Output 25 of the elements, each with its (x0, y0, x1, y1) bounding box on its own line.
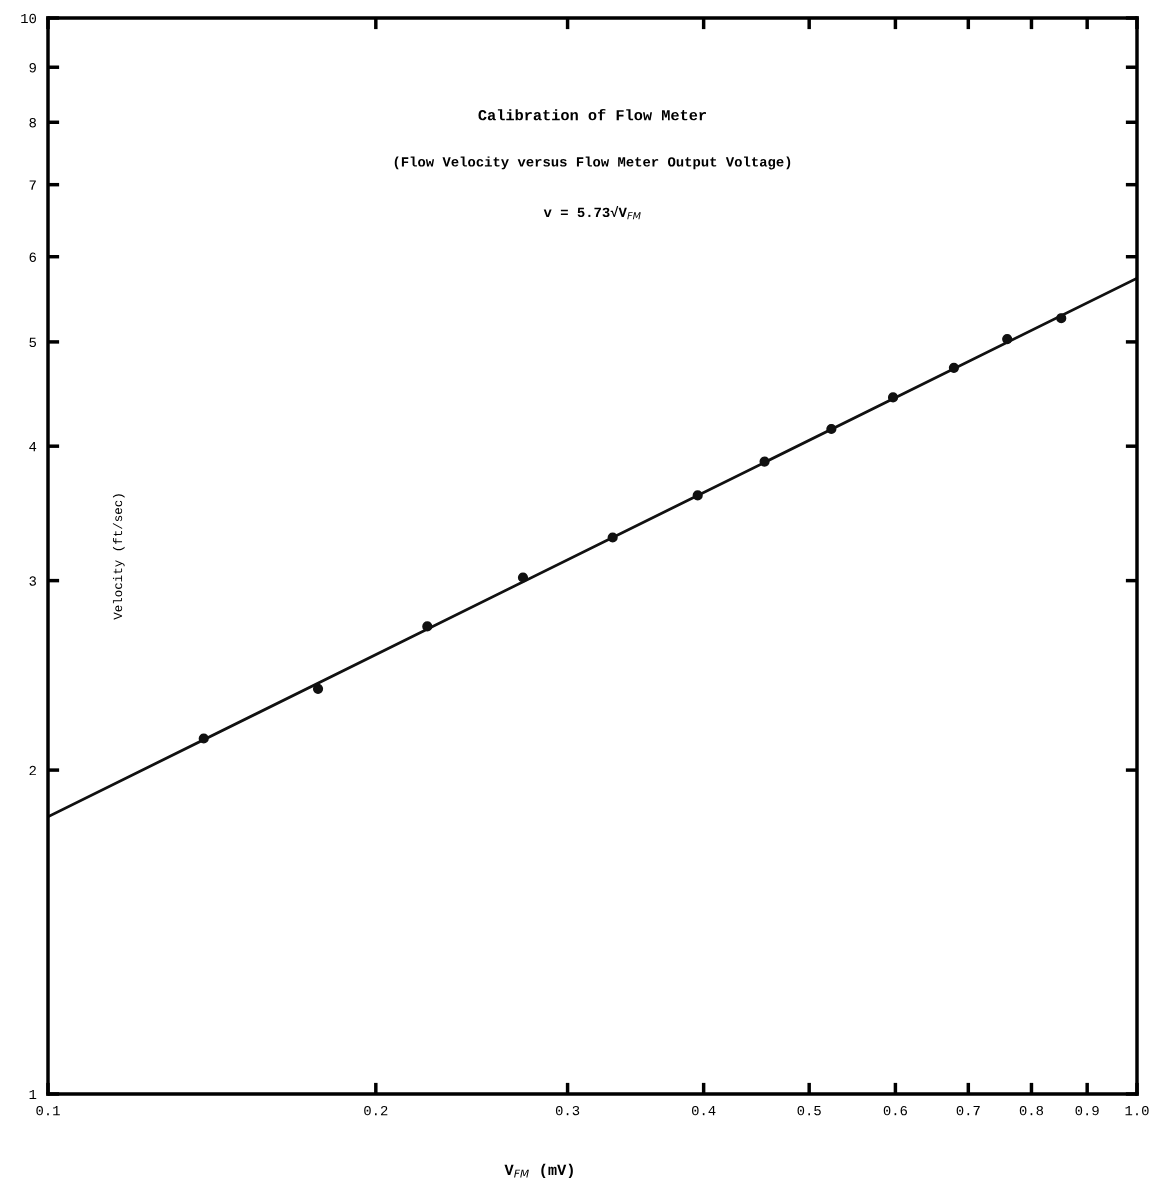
y-tick-label: 3 (29, 576, 37, 586)
text: Calibration of Flow Meter (478, 108, 706, 121)
y-tick-label: 7 (29, 180, 36, 190)
y-tick-label: 6 (29, 252, 36, 262)
y-axis-title: Velocity (ft/sec) (112, 494, 125, 620)
annotation: v = 5.73√V$_{FM}$ (543, 205, 641, 220)
x-tick-label: 1.0 (1125, 1105, 1149, 1116)
x-tick-label: 0.4 (691, 1105, 716, 1116)
text: (Flow Velocity versus Flow Meter Output Voltage) (394, 156, 791, 170)
x-tick-label: 0.6 (883, 1105, 908, 1116)
x-tick-label: 0.3 (555, 1105, 580, 1116)
x-tick-label: 0.7 (956, 1105, 980, 1116)
y-tick-label: 4 (29, 442, 37, 452)
y-tick-label: 5 (29, 337, 37, 348)
x-tick-label: 0.1 (36, 1105, 60, 1116)
y-tick-label: 9 (29, 62, 36, 73)
y-tick-label: 2 (29, 765, 36, 776)
x-axis-title: V$_{FM}$ (mV) (504, 1163, 573, 1179)
x-tick-label: 0.9 (1075, 1105, 1099, 1116)
y-tick-label: 8 (29, 118, 36, 128)
x-tick-label: 0.8 (1019, 1105, 1044, 1116)
y-tick-label: 10 (21, 13, 37, 24)
x-tick-label: 0.2 (364, 1105, 388, 1116)
y-tick-label: 1 (29, 1089, 37, 1100)
x-tick-label: 0.5 (797, 1105, 821, 1116)
